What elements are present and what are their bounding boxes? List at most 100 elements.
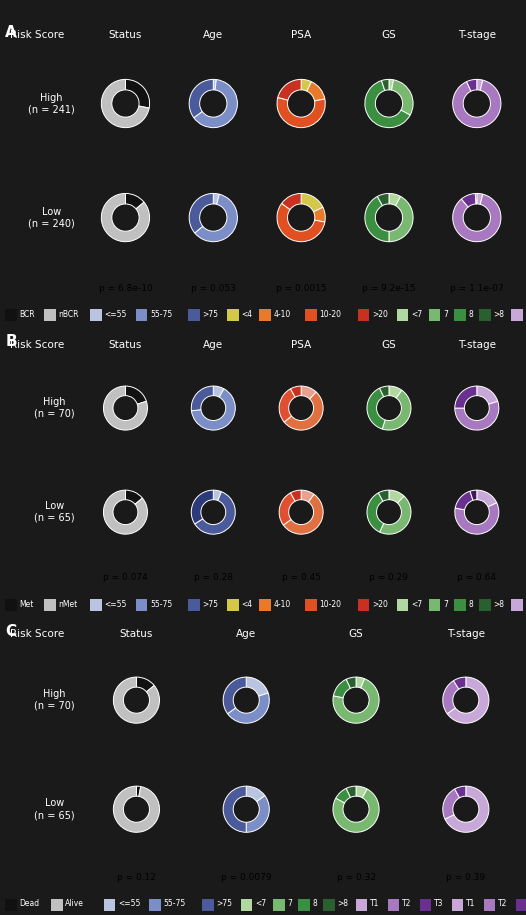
Bar bbox=[388, 899, 399, 910]
Wedge shape bbox=[467, 80, 477, 92]
Bar bbox=[273, 899, 285, 910]
Text: p = 6.8e-10: p = 6.8e-10 bbox=[98, 284, 153, 293]
Bar bbox=[397, 599, 408, 611]
Wedge shape bbox=[453, 677, 466, 689]
Text: p = 0.32: p = 0.32 bbox=[337, 873, 376, 882]
Text: 7: 7 bbox=[443, 310, 448, 319]
Wedge shape bbox=[194, 80, 237, 127]
Text: 55-75: 55-75 bbox=[150, 310, 172, 319]
Text: p = 1.1e-07: p = 1.1e-07 bbox=[450, 284, 504, 293]
Wedge shape bbox=[453, 194, 501, 242]
Text: High
(n = 241): High (n = 241) bbox=[28, 92, 75, 114]
Wedge shape bbox=[382, 391, 411, 430]
Bar bbox=[305, 309, 317, 321]
Wedge shape bbox=[389, 80, 393, 90]
Bar bbox=[516, 899, 526, 910]
Text: 10-20: 10-20 bbox=[319, 310, 341, 319]
Text: p = 9.2e-15: p = 9.2e-15 bbox=[362, 284, 416, 293]
Text: Low
(n = 65): Low (n = 65) bbox=[34, 501, 75, 523]
Wedge shape bbox=[214, 80, 216, 90]
Bar bbox=[188, 309, 200, 321]
Text: GS: GS bbox=[349, 630, 363, 639]
Wedge shape bbox=[453, 81, 501, 127]
Text: p = 0.39: p = 0.39 bbox=[446, 873, 485, 882]
Text: T-stage: T-stage bbox=[447, 630, 485, 639]
Text: <=55: <=55 bbox=[118, 899, 140, 908]
Text: p = 0.45: p = 0.45 bbox=[281, 574, 321, 583]
Text: Low
(n = 65): Low (n = 65) bbox=[34, 799, 75, 820]
Text: Low
(n = 240): Low (n = 240) bbox=[28, 207, 75, 229]
Text: 8: 8 bbox=[312, 899, 317, 908]
Bar bbox=[397, 309, 408, 321]
Wedge shape bbox=[367, 388, 385, 429]
Bar bbox=[259, 599, 271, 611]
Wedge shape bbox=[281, 193, 301, 210]
Bar bbox=[90, 309, 102, 321]
Wedge shape bbox=[246, 796, 269, 833]
Bar bbox=[51, 899, 63, 910]
Text: High
(n = 70): High (n = 70) bbox=[34, 689, 75, 711]
Wedge shape bbox=[377, 193, 389, 206]
Text: 7: 7 bbox=[287, 899, 292, 908]
Text: <7: <7 bbox=[255, 899, 266, 908]
Text: <7: <7 bbox=[411, 310, 422, 319]
Wedge shape bbox=[223, 677, 246, 714]
Wedge shape bbox=[136, 677, 154, 692]
Wedge shape bbox=[301, 490, 314, 502]
Wedge shape bbox=[445, 786, 489, 833]
Bar bbox=[188, 599, 200, 611]
Wedge shape bbox=[380, 496, 411, 534]
Bar bbox=[44, 309, 56, 321]
Wedge shape bbox=[126, 386, 146, 404]
Wedge shape bbox=[301, 193, 323, 211]
Wedge shape bbox=[284, 392, 323, 430]
Wedge shape bbox=[380, 386, 389, 397]
Wedge shape bbox=[279, 493, 295, 525]
Wedge shape bbox=[356, 677, 365, 688]
Text: PSA: PSA bbox=[291, 30, 311, 40]
Text: Alive: Alive bbox=[65, 899, 84, 908]
Wedge shape bbox=[277, 203, 325, 242]
Wedge shape bbox=[102, 80, 149, 127]
Text: p = 0.0079: p = 0.0079 bbox=[221, 873, 271, 882]
Wedge shape bbox=[367, 493, 383, 532]
Text: <4: <4 bbox=[241, 310, 252, 319]
Wedge shape bbox=[301, 80, 311, 92]
Wedge shape bbox=[195, 491, 235, 534]
Text: Dead: Dead bbox=[19, 899, 39, 908]
Wedge shape bbox=[333, 679, 379, 723]
Text: p = 0.64: p = 0.64 bbox=[457, 574, 497, 583]
Wedge shape bbox=[125, 80, 149, 108]
Bar bbox=[202, 899, 214, 910]
Text: Age: Age bbox=[203, 30, 224, 40]
Bar bbox=[5, 309, 17, 321]
Wedge shape bbox=[136, 786, 141, 796]
Wedge shape bbox=[214, 490, 221, 501]
Text: <=55: <=55 bbox=[104, 599, 127, 608]
Wedge shape bbox=[114, 677, 159, 723]
Text: >8: >8 bbox=[338, 899, 349, 908]
Wedge shape bbox=[389, 193, 401, 206]
Wedge shape bbox=[391, 80, 413, 115]
Wedge shape bbox=[455, 491, 473, 510]
Text: p = 0.12: p = 0.12 bbox=[117, 873, 156, 882]
Wedge shape bbox=[454, 786, 466, 798]
Text: p = 0.0015: p = 0.0015 bbox=[276, 284, 327, 293]
Wedge shape bbox=[470, 490, 477, 501]
Bar bbox=[356, 899, 367, 910]
Wedge shape bbox=[104, 386, 147, 430]
Bar bbox=[44, 599, 56, 611]
Text: >20: >20 bbox=[372, 310, 388, 319]
Wedge shape bbox=[477, 80, 483, 91]
Text: p = 0.074: p = 0.074 bbox=[103, 574, 148, 583]
Text: T-stage: T-stage bbox=[458, 339, 496, 350]
Text: p = 0.28: p = 0.28 bbox=[194, 574, 233, 583]
Text: Risk Score: Risk Score bbox=[9, 630, 64, 639]
Bar bbox=[479, 599, 491, 611]
Bar bbox=[452, 899, 463, 910]
Text: 8: 8 bbox=[468, 310, 473, 319]
Bar bbox=[5, 899, 17, 910]
Text: >75: >75 bbox=[203, 310, 218, 319]
Wedge shape bbox=[125, 193, 144, 209]
Wedge shape bbox=[389, 197, 413, 242]
